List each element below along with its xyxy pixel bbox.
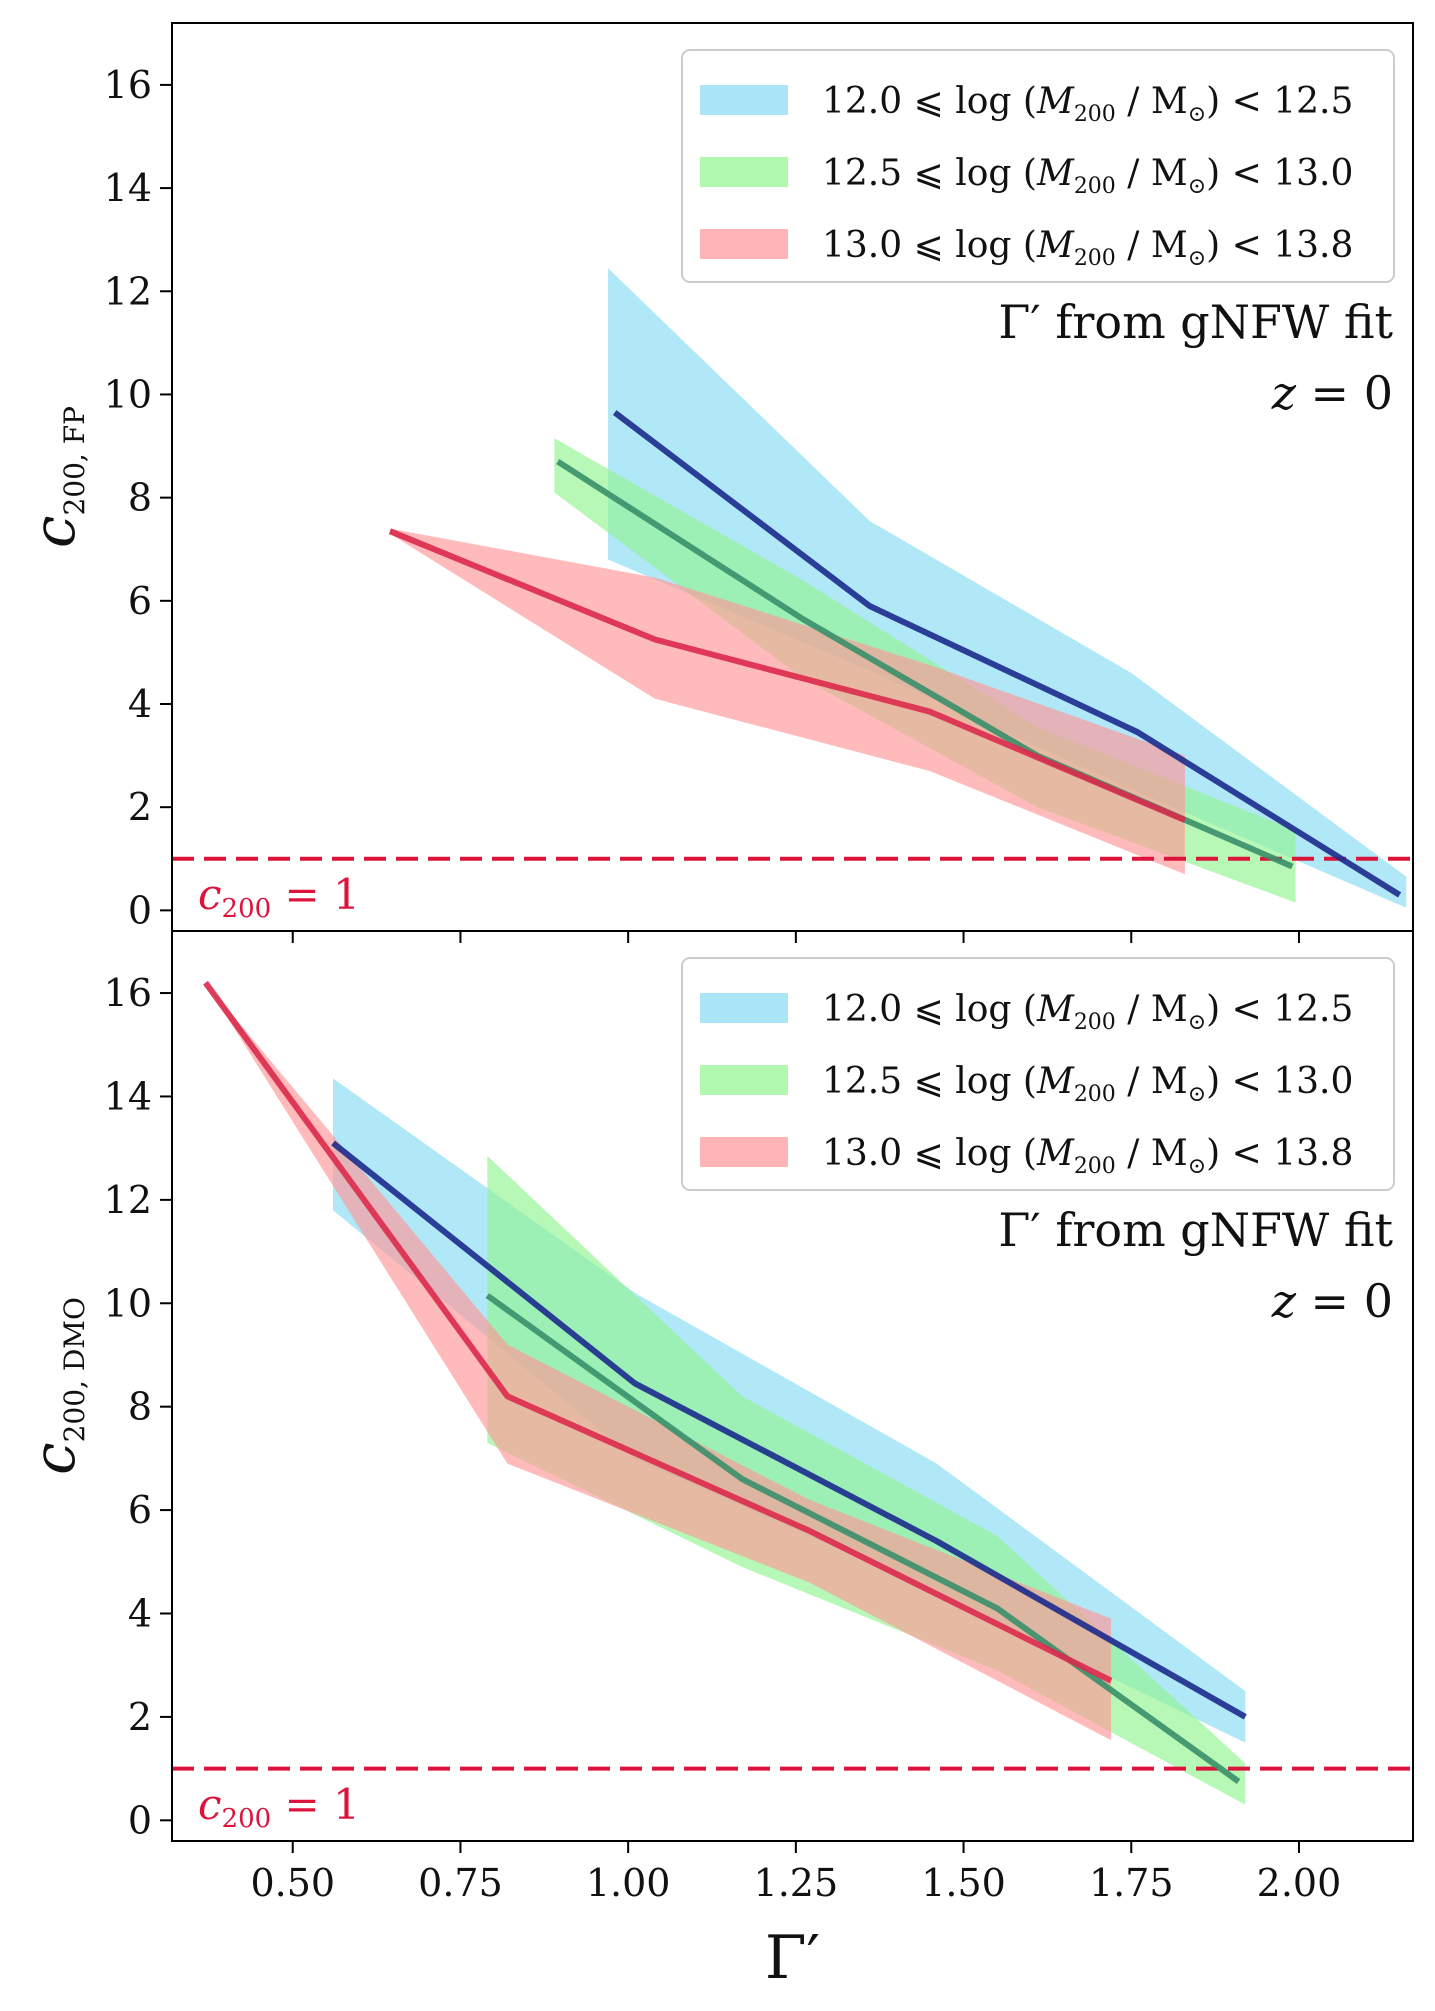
plot-area: [172, 980, 1413, 1805]
x-tick-label: 1.50: [921, 1861, 1006, 1905]
x-axis-label: Γ′: [765, 1923, 820, 1993]
legend-swatch-1: [700, 157, 788, 187]
band-series-0: [608, 268, 1407, 908]
x-tick-label: 0.50: [250, 1861, 335, 1905]
y-tick-label: 14: [104, 1074, 152, 1118]
legend-swatch-0: [700, 993, 788, 1023]
x-tick-label: 1.75: [1089, 1861, 1174, 1905]
y-tick-label: 4: [128, 1592, 152, 1636]
legend-frame: [681, 49, 1395, 283]
y-tick-label: 0: [128, 1798, 152, 1842]
top-panel: 0 2 4 6 8 10 12 14 16 c200, FP c200 = 1 12.0 ⩽ log …: [20, 22, 1414, 943]
y-axis-label: c200, DMO: [20, 1297, 91, 1475]
y-tick-label: 4: [128, 682, 152, 726]
line-series-0: [612, 410, 1402, 898]
y-tick-label: 14: [104, 166, 152, 210]
y-tick-label: 0: [128, 888, 152, 932]
x-tick-label: 0.75: [418, 1861, 503, 1905]
annotation-redshift: z = 0: [1271, 366, 1393, 420]
reference-line-label: c200 = 1: [198, 870, 360, 924]
y-tick-label: 6: [128, 579, 152, 623]
legend-frame: [681, 957, 1395, 1191]
line-series-1: [485, 1293, 1241, 1784]
legend-entry-1: 12.5 ⩽ log (M200 / M⊙) < 13.0: [822, 153, 1353, 199]
legend-swatch-2: [700, 229, 788, 259]
legend-entry-2: 13.0 ⩽ log (M200 / M⊙) < 13.8: [822, 1133, 1353, 1179]
y-tick-label: 2: [128, 785, 152, 829]
y-axis-label: c200, FP: [20, 406, 91, 548]
annotation-redshift: z = 0: [1271, 1274, 1393, 1328]
legend: 12.0 ⩽ log (M200 / M⊙) < 12.5 12.5 ⩽ log …: [681, 49, 1395, 283]
y-tick-label: 6: [128, 1488, 152, 1532]
line-series-0: [331, 1140, 1247, 1720]
reference-line-label: c200 = 1: [198, 1780, 360, 1834]
line-series-2: [388, 528, 1187, 823]
y-tick-label: 12: [104, 269, 152, 313]
axes-frame: [171, 930, 1414, 1842]
x-axis-label-text: Γ′: [765, 1923, 820, 1993]
y-tick-label: 16: [104, 971, 152, 1015]
x-tick-label: 1.25: [754, 1861, 839, 1905]
bottom-panel: 0 2 4 6 8 10 12 14 16 0.50 0.75 1.00 1.25 1.50 1.75 2.0…: [20, 930, 1414, 1905]
x-tick-label: 2.00: [1257, 1861, 1342, 1905]
plot-area: [172, 268, 1413, 908]
legend-entry-1: 12.5 ⩽ log (M200 / M⊙) < 13.0: [822, 1061, 1353, 1107]
annotation-fit-type: Γ′ from gNFW fit: [998, 1203, 1393, 1257]
legend-swatch-1: [700, 1065, 788, 1095]
x-tick-label: 1.00: [586, 1861, 671, 1905]
y-tick-label: 8: [128, 1385, 152, 1429]
legend-entry-2: 13.0 ⩽ log (M200 / M⊙) < 13.8: [822, 225, 1353, 271]
legend-entry-0: 12.0 ⩽ log (M200 / M⊙) < 12.5: [822, 989, 1353, 1035]
legend: 12.0 ⩽ log (M200 / M⊙) < 12.5 12.5 ⩽ log …: [681, 957, 1395, 1191]
y-tick-label: 10: [104, 372, 152, 416]
legend-swatch-2: [700, 1137, 788, 1167]
y-tick-label: 10: [104, 1281, 152, 1325]
y-tick-label: 8: [128, 476, 152, 520]
y-tick-label: 2: [128, 1695, 152, 1739]
legend-swatch-0: [700, 85, 788, 115]
annotation-fit-type: Γ′ from gNFW fit: [998, 295, 1393, 349]
y-tick-label: 12: [104, 1178, 152, 1222]
y-tick-label: 16: [104, 63, 152, 107]
legend-entry-0: 12.0 ⩽ log (M200 / M⊙) < 12.5: [822, 81, 1353, 127]
line-series-2: [203, 980, 1113, 1684]
